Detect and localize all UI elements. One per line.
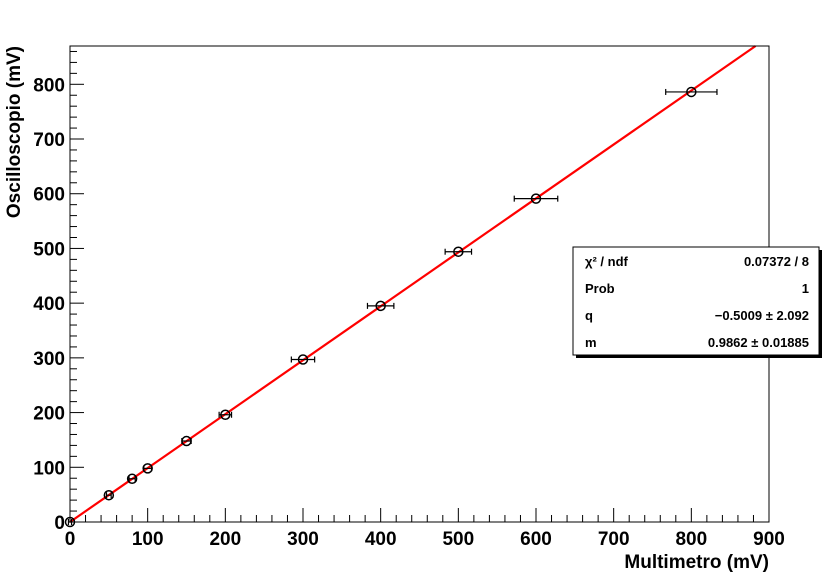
point-marker <box>103 489 115 501</box>
x-axis: 0 100 200 300 400 500 600 700 800 900 <box>65 508 785 550</box>
point-marker <box>126 473 138 485</box>
y-tick-label: 600 <box>33 185 65 206</box>
y-tick-label: 0 <box>54 513 65 534</box>
fit-layer <box>69 45 757 523</box>
x-tick-label: 100 <box>132 529 164 550</box>
y-tick-label: 700 <box>33 130 65 151</box>
y-tick-label: 400 <box>33 294 65 315</box>
data-point <box>290 354 316 365</box>
stats-label: χ² / ndf <box>585 254 629 269</box>
stats-value: 0.9862 ± 0.01885 <box>708 335 809 350</box>
data-point <box>444 246 473 257</box>
point-marker <box>686 86 697 98</box>
stats-box-frame <box>572 246 820 356</box>
y-tick-label: 100 <box>33 458 65 479</box>
x-tick-label: 300 <box>287 529 319 550</box>
data-point <box>181 435 192 447</box>
stats-label: m <box>585 335 597 350</box>
stats-label: q <box>585 308 593 323</box>
point-marker <box>530 193 542 204</box>
x-tick-label: 900 <box>753 529 785 550</box>
y-axis: 0 100 200 300 400 500 600 700 800 <box>33 50 84 534</box>
y-tick-label: 800 <box>33 75 65 96</box>
x-tick-label: 800 <box>675 529 707 550</box>
stats-value: −0.5009 ± 2.092 <box>715 308 809 323</box>
data-point <box>665 86 718 98</box>
data-point <box>126 473 138 485</box>
data-point <box>103 489 115 501</box>
points-layer <box>64 86 718 528</box>
point-marker <box>181 435 192 447</box>
data-point <box>366 300 395 312</box>
y-axis-title: Oscilloscopio (mV) <box>4 46 25 218</box>
x-tick-label: 700 <box>598 529 630 550</box>
point-marker <box>220 409 231 421</box>
x-tick-label: 400 <box>365 529 397 550</box>
data-point <box>513 193 559 204</box>
point-marker <box>142 463 153 474</box>
y-tick-label: 300 <box>33 349 65 370</box>
y-tick-label: 500 <box>33 239 65 260</box>
x-tick-label: 600 <box>520 529 552 550</box>
y-tick-label: 200 <box>33 404 65 425</box>
point-marker <box>453 246 464 257</box>
fit-line <box>69 45 757 523</box>
data-point <box>218 409 233 421</box>
x-axis-title: Multimetro (mV) <box>624 552 769 573</box>
data-point <box>142 463 153 474</box>
stats-value: 1 <box>802 281 809 296</box>
point-marker <box>297 354 309 365</box>
x-tick-label: 200 <box>209 529 241 550</box>
x-tick-label: 500 <box>442 529 474 550</box>
stats-box: χ² / ndf 0.07372 / 8 Prob 1 q −0.5009 ± 2.092… <box>572 246 822 358</box>
stats-value: 0.07372 / 8 <box>744 254 809 269</box>
x-tick-label: 0 <box>65 529 76 550</box>
point-marker <box>375 300 386 312</box>
stats-label: Prob <box>585 281 615 296</box>
